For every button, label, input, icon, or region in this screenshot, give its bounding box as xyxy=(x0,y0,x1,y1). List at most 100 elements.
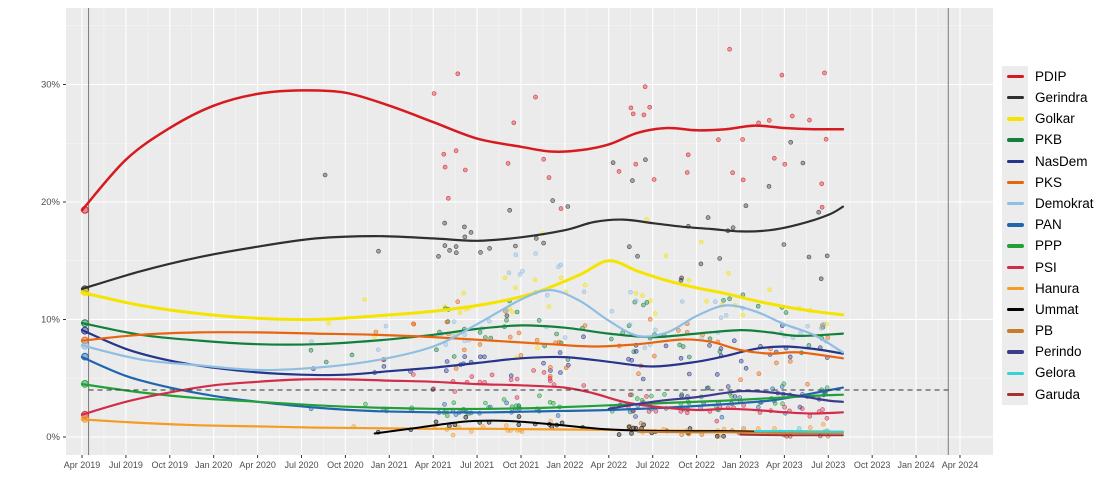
x-tick-label: Oct 2023 xyxy=(854,460,891,470)
legend: PDIP Gerindra Golkar PKB NasDem PKS Demokrat PA… xyxy=(1002,66,1094,405)
legend-swatch-pb xyxy=(1006,329,1024,333)
legend-key-nasdem xyxy=(1002,150,1028,172)
legend-item-perindo: Perindo xyxy=(1002,341,1094,363)
legend-key-golkar xyxy=(1002,108,1028,130)
legend-swatch-gerindra xyxy=(1006,96,1024,100)
x-tick-label: Jul 2021 xyxy=(460,460,494,470)
y-tick-label: 30% xyxy=(41,80,61,91)
trend-line-golkar xyxy=(80,259,845,322)
x-axis-labels: Apr 2019 Jul 2019 Oct 2019 Jan 2020 Apr 2020… xyxy=(64,460,979,470)
legend-key-gelora xyxy=(1002,362,1028,384)
legend-label-demokrat: Demokrat xyxy=(1035,195,1094,211)
legend-swatch-pdip xyxy=(1006,74,1024,79)
legend-swatch-pks xyxy=(1006,180,1024,185)
legend-item-gerindra: Gerindra xyxy=(1002,87,1094,109)
legend-key-hanura xyxy=(1002,277,1028,300)
x-tick-label: Apr 2020 xyxy=(239,460,276,470)
axis-ticks xyxy=(63,84,961,458)
trend-line-garuda xyxy=(739,433,844,437)
x-tick-label: Jul 2023 xyxy=(811,460,845,470)
legend-label-pb: PB xyxy=(1035,323,1054,339)
legend-item-demokrat: Demokrat xyxy=(1002,193,1094,215)
trend-line-ppp xyxy=(80,383,844,411)
legend-label-garuda: Garuda xyxy=(1035,386,1081,402)
trend-line-psi xyxy=(80,378,844,416)
legend-label-ummat: Ummat xyxy=(1035,301,1079,317)
trend-line-pb xyxy=(637,430,844,434)
x-tick-label: Jul 2020 xyxy=(284,460,318,470)
x-tick-label: Apr 2024 xyxy=(942,460,979,470)
plot-panel xyxy=(66,8,993,455)
legend-label-pdip: PDIP xyxy=(1035,68,1067,84)
trend-line-pks xyxy=(80,331,844,360)
legend-label-nasdem: NasDem xyxy=(1035,153,1088,169)
legend-swatch-nasdem xyxy=(1006,159,1024,164)
legend-key-pan xyxy=(1002,214,1028,236)
trend-line-perindo xyxy=(607,389,844,410)
x-tick-label: Jul 2019 xyxy=(109,460,143,470)
trend-line-ummat xyxy=(373,419,757,435)
legend-item-ummat: Ummat xyxy=(1002,299,1094,321)
scatter-gerindra xyxy=(322,140,830,319)
trend-line-gerindra xyxy=(80,205,844,291)
legend-item-ppp: PPP xyxy=(1002,235,1094,257)
legend-key-pdip xyxy=(1002,66,1028,88)
legend-label-pkb: PKB xyxy=(1035,132,1063,148)
x-tick-label: Jan 2021 xyxy=(371,460,408,470)
legend-key-garuda xyxy=(1002,383,1028,405)
x-tick-label: Jan 2022 xyxy=(546,460,583,470)
y-tick-label: 10% xyxy=(41,315,61,326)
legend-key-ppp xyxy=(1002,235,1028,257)
legend-swatch-garuda xyxy=(1006,392,1024,397)
grid-major xyxy=(66,8,993,455)
x-tick-label: Oct 2019 xyxy=(152,460,189,470)
legend-key-pks xyxy=(1002,171,1028,194)
legend-label-pks: PKS xyxy=(1035,174,1063,190)
trend-line-pan xyxy=(80,356,844,414)
legend-key-pb xyxy=(1002,320,1028,342)
legend-label-psi: PSI xyxy=(1035,259,1057,275)
legend-swatch-perindo xyxy=(1006,350,1024,354)
legend-item-psi: PSI xyxy=(1002,256,1094,278)
x-tick-label: Oct 2020 xyxy=(327,460,364,470)
legend-swatch-golkar xyxy=(1006,117,1024,121)
legend-label-gelora: Gelora xyxy=(1035,365,1076,381)
legend-item-pan: PAN xyxy=(1002,214,1094,236)
legend-swatch-psi xyxy=(1006,265,1024,269)
legend-key-pkb xyxy=(1002,129,1028,151)
legend-item-hanura: Hanura xyxy=(1002,277,1094,300)
y-tick-label: 20% xyxy=(41,197,61,208)
y-tick-label: 0% xyxy=(46,432,60,443)
scatter-nasdem xyxy=(311,323,830,392)
legend-label-hanura: Hanura xyxy=(1035,280,1080,296)
grid-minor xyxy=(66,8,993,455)
legend-item-pdip: PDIP xyxy=(1002,66,1094,88)
legend-key-gerindra xyxy=(1002,87,1028,109)
trend-line-demokrat xyxy=(80,288,844,372)
x-tick-label: Jan 2020 xyxy=(195,460,232,470)
trend-line-pkb xyxy=(80,321,844,346)
x-tick-label: Oct 2021 xyxy=(503,460,540,470)
legend-item-pb: PB xyxy=(1002,320,1094,342)
x-tick-label: Jan 2024 xyxy=(898,460,935,470)
legend-swatch-ummat xyxy=(1006,307,1024,312)
legend-swatch-pkb xyxy=(1006,138,1024,142)
x-tick-label: Jan 2023 xyxy=(722,460,759,470)
legend-swatch-hanura xyxy=(1006,286,1024,291)
trend-line-gelora xyxy=(754,429,844,433)
x-tick-label: Apr 2021 xyxy=(415,460,452,470)
legend-label-golkar: Golkar xyxy=(1035,111,1075,127)
legend-item-pkb: PKB xyxy=(1002,129,1094,151)
x-tick-label: Apr 2022 xyxy=(591,460,628,470)
y-axis-labels: 0% 10% 20% 30% xyxy=(41,80,61,444)
legend-item-golkar: Golkar xyxy=(1002,108,1094,130)
x-tick-label: Apr 2023 xyxy=(766,460,803,470)
legend-label-perindo: Perindo xyxy=(1035,344,1082,360)
legend-key-demokrat xyxy=(1002,193,1028,215)
legend-item-pks: PKS xyxy=(1002,171,1094,194)
legend-swatch-demokrat xyxy=(1006,202,1024,206)
scatter-pdip xyxy=(431,46,829,211)
legend-key-psi xyxy=(1002,256,1028,278)
